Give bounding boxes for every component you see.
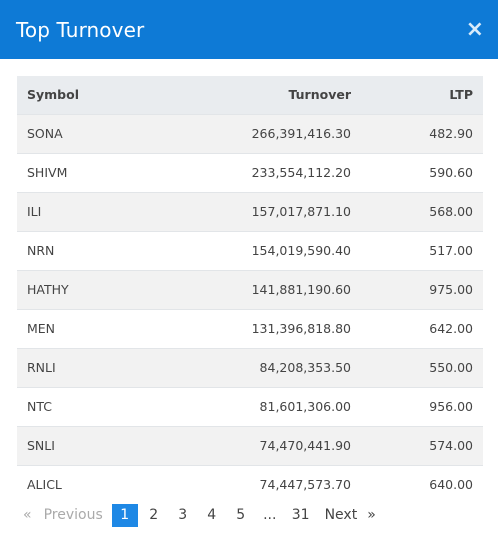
cell-symbol: NRN	[27, 243, 55, 258]
cell-ltp: 550.00	[429, 360, 473, 375]
cell-turnover: 154,019,590.40	[251, 243, 351, 258]
cell-turnover: 266,391,416.30	[251, 126, 351, 141]
cell-ltp: 517.00	[429, 243, 473, 258]
cell-ltp: 975.00	[429, 282, 473, 297]
cell-symbol: ILI	[27, 204, 42, 219]
cell-symbol: SHIVM	[27, 165, 68, 180]
cell-turnover: 81,601,306.00	[259, 399, 351, 414]
cell-turnover: 157,017,871.10	[251, 204, 351, 219]
table-row[interactable]: ILI 157,017,871.10 568.00	[17, 192, 483, 231]
cell-ltp: 640.00	[429, 477, 473, 493]
page-3-button[interactable]: 3	[178, 507, 188, 523]
table-row[interactable]: HATHY 141,881,190.60 975.00	[17, 270, 483, 309]
cell-symbol: MEN	[27, 321, 56, 336]
cell-ltp: 568.00	[429, 204, 473, 219]
cell-ltp: 956.00	[429, 399, 473, 414]
table-row[interactable]: ALICL 74,447,573.70 640.00	[17, 465, 483, 504]
column-header-turnover[interactable]: Turnover	[288, 87, 352, 103]
pagination: « Previous 1 2 3 4 5 ... 31 Next »	[17, 504, 385, 527]
pagination-ellipsis: ...	[263, 507, 277, 523]
cell-ltp: 482.90	[429, 126, 473, 141]
modal-header: Top Turnover ×	[0, 0, 498, 59]
cell-symbol: SNLI	[27, 438, 55, 453]
modal-title: Top Turnover	[16, 17, 145, 42]
next-button[interactable]: Next »	[319, 504, 382, 527]
previous-button[interactable]: « Previous	[17, 504, 109, 527]
table-row[interactable]: SONA 266,391,416.30 482.90	[17, 114, 483, 153]
cell-turnover: 233,554,112.20	[251, 165, 351, 180]
previous-arrow-icon: «	[23, 507, 32, 523]
cell-symbol: NTC	[27, 399, 52, 414]
table-row[interactable]: SHIVM 233,554,112.20 590.60	[17, 153, 483, 192]
cell-turnover: 131,396,818.80	[251, 321, 351, 336]
page-1-button[interactable]: 1	[111, 504, 138, 527]
cell-turnover: 74,447,573.70	[259, 477, 351, 493]
column-header-symbol[interactable]: Symbol	[27, 87, 79, 103]
cell-symbol: RNLI	[27, 360, 56, 375]
turnover-table-container: Symbol Turnover LTP SONA 266,391,416.30 48…	[17, 76, 483, 504]
cell-ltp: 642.00	[429, 321, 473, 336]
previous-label: Previous	[43, 507, 103, 523]
table-row[interactable]: NRN 154,019,590.40 517.00	[17, 231, 483, 270]
table-row[interactable]: RNLI 84,208,353.50 550.00	[17, 348, 483, 387]
next-arrow-icon: »	[367, 507, 376, 523]
table-row[interactable]: MEN 131,396,818.80 642.00	[17, 309, 483, 348]
table-row[interactable]: NTC 81,601,306.00 956.00	[17, 387, 483, 426]
cell-turnover: 74,470,441.90	[259, 438, 351, 453]
turnover-table: Symbol Turnover LTP SONA 266,391,416.30 48…	[17, 76, 483, 504]
next-label: Next	[324, 507, 358, 523]
cell-symbol: ALICL	[27, 477, 62, 493]
close-icon[interactable]: ×	[465, 16, 484, 42]
page-5-button[interactable]: 5	[236, 507, 246, 523]
cell-turnover: 84,208,353.50	[259, 360, 351, 375]
table-row[interactable]: SNLI 74,470,441.90 574.00	[17, 426, 483, 465]
cell-ltp: 590.60	[429, 165, 473, 180]
page-31-button[interactable]: 31	[291, 507, 310, 523]
column-header-ltp[interactable]: LTP	[449, 87, 473, 103]
cell-turnover: 141,881,190.60	[251, 282, 351, 297]
cell-symbol: HATHY	[27, 282, 69, 297]
page-4-button[interactable]: 4	[207, 507, 217, 523]
table-header-row: Symbol Turnover LTP	[17, 76, 483, 114]
cell-ltp: 574.00	[429, 438, 473, 453]
cell-symbol: SONA	[27, 126, 63, 141]
page-2-button[interactable]: 2	[149, 507, 159, 523]
